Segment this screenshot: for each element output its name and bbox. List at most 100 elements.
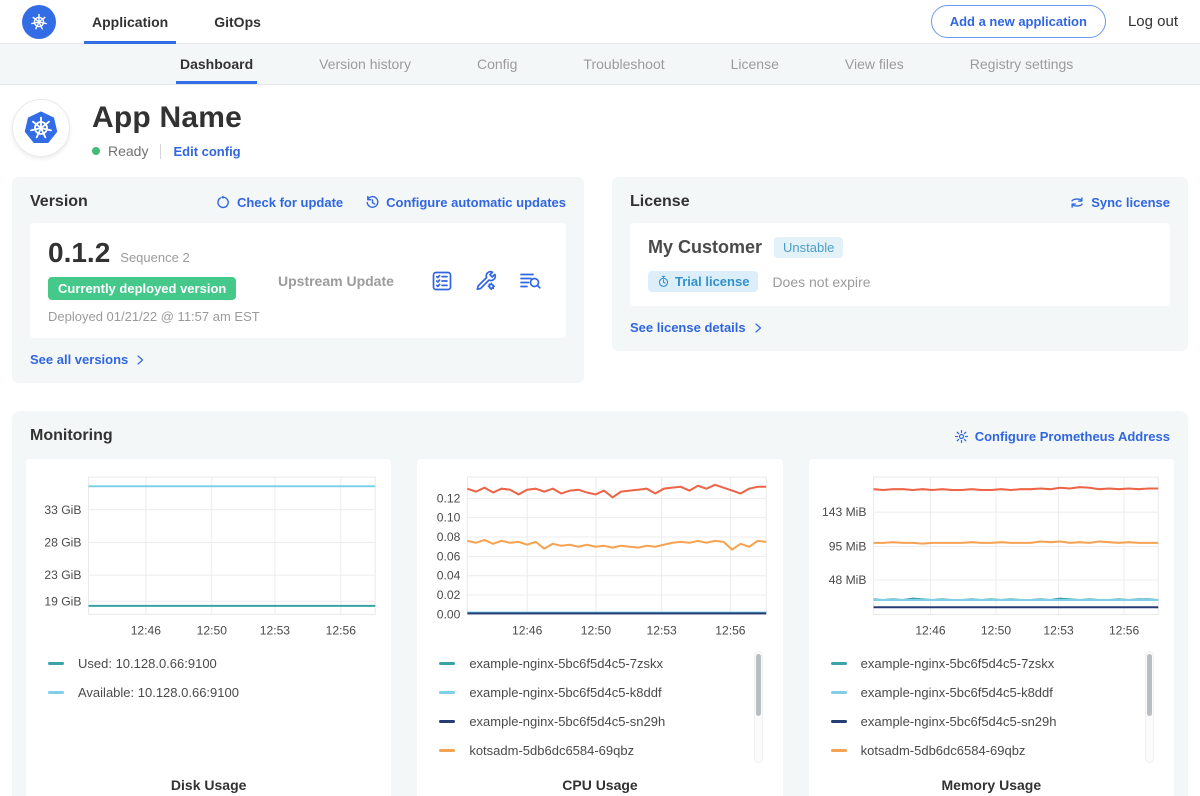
trial-license-badge: Trial license <box>648 271 758 292</box>
svg-text:12:50: 12:50 <box>981 624 1012 638</box>
summary-cards-row: Version Check for update <box>0 177 1200 383</box>
disk-usage-chart-card: 19 GiB23 GiB28 GiB33 GiB12:4612:5012:531… <box>26 459 391 796</box>
disk-usage-legend: Used: 10.128.0.66:9100 Available: 10.128.… <box>48 649 377 771</box>
cpu-usage-chart-card: 0.000.020.040.060.080.100.1212:4612:5012… <box>417 459 782 796</box>
svg-text:12:50: 12:50 <box>581 624 612 638</box>
legend-item[interactable]: example-nginx-5bc6f5d4c5-7zskx <box>439 649 742 678</box>
tab-registry-settings[interactable]: Registry settings <box>966 44 1077 84</box>
version-card-title: Version <box>30 193 88 211</box>
svg-text:12:50: 12:50 <box>197 624 228 638</box>
chart-title: CPU Usage <box>425 777 774 796</box>
tab-troubleshoot[interactable]: Troubleshoot <box>579 44 668 84</box>
tab-dashboard[interactable]: Dashboard <box>176 44 257 84</box>
svg-text:12:53: 12:53 <box>647 624 678 638</box>
tab-troubleshoot-label: Troubleshoot <box>583 56 664 72</box>
version-action-icons <box>430 269 548 293</box>
tab-license-label: License <box>731 56 779 72</box>
tab-view-files-label: View files <box>845 56 904 72</box>
svg-text:12:56: 12:56 <box>326 624 357 638</box>
configure-automatic-updates-link[interactable]: Configure automatic updates <box>365 195 566 210</box>
legend-dash-icon <box>831 691 847 694</box>
gear-icon <box>954 429 969 444</box>
legend-dash-icon <box>439 749 455 752</box>
app-status-row: Ready Edit config <box>92 143 242 159</box>
legend-label: Available: 10.128.0.66:9100 <box>78 685 239 700</box>
tab-version-history-label: Version history <box>319 56 411 72</box>
svg-text:95 MiB: 95 MiB <box>828 539 866 553</box>
edit-config-icon[interactable] <box>474 269 498 293</box>
legend-item[interactable]: kotsadm-5db6dc6584-69qbz <box>439 736 742 765</box>
legend-dash-icon <box>831 749 847 752</box>
legend-label: example-nginx-5bc6f5d4c5-7zskx <box>469 656 663 671</box>
svg-text:12:46: 12:46 <box>512 624 543 638</box>
disk-usage-chart: 19 GiB23 GiB28 GiB33 GiB12:4612:5012:531… <box>34 469 383 643</box>
chart-title: Disk Usage <box>34 777 383 796</box>
charts-row: 19 GiB23 GiB28 GiB33 GiB12:4612:5012:531… <box>26 459 1174 796</box>
legend-label: example-nginx-5bc6f5d4c5-7zskx <box>861 656 1055 671</box>
svg-text:0.12: 0.12 <box>437 491 461 505</box>
log-out-link[interactable]: Log out <box>1128 13 1178 30</box>
current-version-row: 0.1.2 Sequence 2 Currently deployed vers… <box>30 223 566 338</box>
legend-item[interactable]: example-nginx-5bc6f5d4c5-sn29h <box>831 707 1134 736</box>
monitoring-section: Monitoring Configure Prometheus Address … <box>12 411 1188 796</box>
stopwatch-icon <box>657 275 670 288</box>
svg-text:12:46: 12:46 <box>131 624 162 638</box>
configure-automatic-updates-label: Configure automatic updates <box>386 195 566 210</box>
tab-dashboard-label: Dashboard <box>180 56 253 72</box>
svg-text:33 GiB: 33 GiB <box>44 503 81 517</box>
tab-gitops[interactable]: GitOps <box>212 0 263 44</box>
add-new-application-button[interactable]: Add a new application <box>931 5 1106 38</box>
tab-config[interactable]: Config <box>473 44 521 84</box>
legend-item[interactable]: Available: 10.128.0.66:9100 <box>48 678 351 707</box>
edit-config-link[interactable]: Edit config <box>173 144 240 159</box>
legend-label: Used: 10.128.0.66:9100 <box>78 656 217 671</box>
legend-item[interactable]: example-nginx-5bc6f5d4c5-k8ddf <box>439 678 742 707</box>
svg-text:0.02: 0.02 <box>437 588 461 602</box>
legend-item[interactable]: Used: 10.128.0.66:9100 <box>48 649 351 678</box>
legend-scrollbar-thumb[interactable] <box>1147 654 1152 716</box>
svg-text:12:56: 12:56 <box>716 624 747 638</box>
app-logo-icon <box>12 99 70 157</box>
tab-version-history[interactable]: Version history <box>315 44 415 84</box>
legend-item[interactable]: example-nginx-5bc6f5d4c5-7zskx <box>831 649 1134 678</box>
chevron-right-icon <box>752 322 764 334</box>
status-text: Ready <box>108 143 148 159</box>
kubernetes-logo-icon[interactable] <box>22 5 56 39</box>
preflight-checks-icon[interactable] <box>430 269 454 293</box>
sync-license-link[interactable]: Sync license <box>1069 195 1170 210</box>
svg-text:0.04: 0.04 <box>437 569 461 583</box>
sync-icon <box>1069 195 1085 210</box>
legend-label: example-nginx-5bc6f5d4c5-k8ddf <box>469 685 661 700</box>
trial-license-label: Trial license <box>675 274 749 289</box>
tab-registry-settings-label: Registry settings <box>970 56 1073 72</box>
see-license-details-label: See license details <box>630 320 746 335</box>
legend-scrollbar-thumb[interactable] <box>756 654 761 716</box>
see-all-versions-link[interactable]: See all versions <box>30 352 566 367</box>
tab-view-files[interactable]: View files <box>841 44 908 84</box>
svg-text:0.10: 0.10 <box>437 511 461 525</box>
see-license-details-link[interactable]: See license details <box>630 320 1170 335</box>
legend-scrollbar[interactable] <box>754 651 763 763</box>
tab-application[interactable]: Application <box>90 0 170 44</box>
refresh-icon <box>216 195 231 210</box>
tab-license[interactable]: License <box>727 44 783 84</box>
legend-item[interactable]: example-nginx-5bc6f5d4c5-k8ddf <box>831 678 1134 707</box>
check-for-update-link[interactable]: Check for update <box>216 195 343 210</box>
tab-config-label: Config <box>477 56 517 72</box>
top-nav-right: Add a new application Log out <box>931 5 1178 38</box>
status-dot-icon <box>92 147 100 155</box>
svg-text:23 GiB: 23 GiB <box>44 568 81 582</box>
configure-prometheus-link[interactable]: Configure Prometheus Address <box>954 429 1170 444</box>
schedule-update-icon <box>365 195 380 210</box>
kots-dashboard-page: Application GitOps Add a new application… <box>0 0 1200 796</box>
svg-text:143 MiB: 143 MiB <box>822 505 866 519</box>
legend-scrollbar[interactable] <box>1145 651 1154 763</box>
legend-item[interactable]: example-nginx-5bc6f5d4c5-sn29h <box>439 707 742 736</box>
view-files-diff-icon[interactable] <box>518 269 542 293</box>
legend-label: kotsadm-5db6dc6584-69qbz <box>861 743 1026 758</box>
legend-item[interactable]: kotsadm-5db6dc6584-69qbz <box>831 736 1134 765</box>
configure-prometheus-label: Configure Prometheus Address <box>975 429 1170 444</box>
sync-license-label: Sync license <box>1091 195 1170 210</box>
legend-label: example-nginx-5bc6f5d4c5-sn29h <box>469 714 665 729</box>
svg-text:12:53: 12:53 <box>1043 624 1074 638</box>
